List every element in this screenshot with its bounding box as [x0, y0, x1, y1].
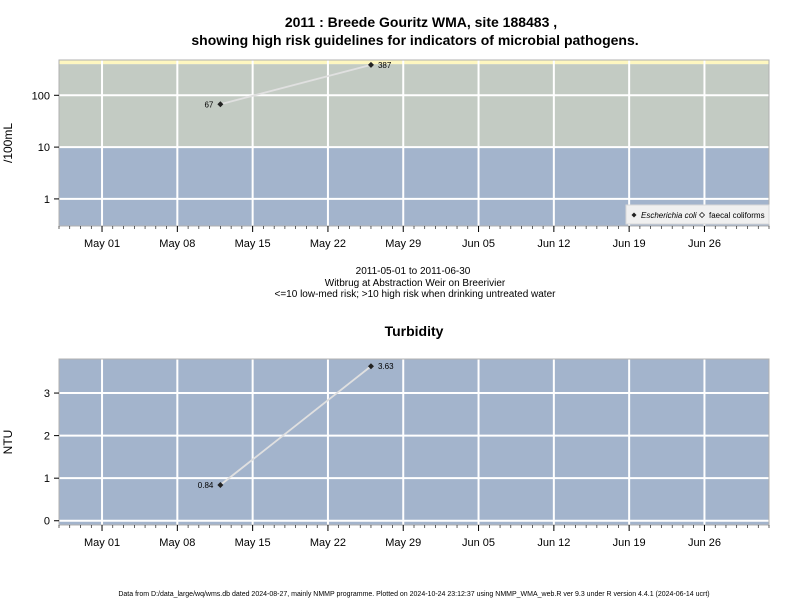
x-tick-label: May 29 — [385, 537, 421, 549]
data-label: 0.84 — [198, 481, 214, 490]
y-tick-label: 10 — [38, 142, 50, 154]
x-tick-label: Jun 26 — [688, 537, 721, 549]
microbial-chart-title-line1: 2011 : Breede Gouritz WMA, site 188483 , — [285, 14, 557, 30]
site-caption: Witbrug at Abstraction Weir on Breerivie… — [325, 278, 506, 289]
y-tick-label: 1 — [44, 473, 50, 485]
risk-caption: <=10 low-med risk; >10 high risk when dr… — [275, 289, 557, 300]
plot-background — [59, 359, 769, 525]
x-tick-label: May 29 — [385, 238, 421, 250]
x-tick-label: May 15 — [235, 238, 271, 250]
x-tick-label: Jun 05 — [462, 537, 495, 549]
turbidity-chart-title: Turbidity — [385, 323, 444, 339]
series-line — [219, 365, 372, 486]
y-tick-label: 3 — [44, 388, 50, 400]
x-tick-label: May 22 — [310, 238, 346, 250]
x-tick-label: May 08 — [159, 238, 195, 250]
risk-band — [59, 60, 769, 65]
x-tick-label: Jun 12 — [537, 238, 570, 250]
date-range-caption: 2011-05-01 to 2011-06-30 — [356, 266, 471, 277]
series-line — [220, 63, 372, 106]
x-tick-label: May 22 — [310, 537, 346, 549]
risk-band — [59, 64, 769, 148]
x-tick-label: May 08 — [159, 537, 195, 549]
turbidity-plot: May 01 May 08 May 15 May 22 May 29 Jun 05 Jun … — [1, 358, 770, 549]
data-label: 3.63 — [378, 362, 394, 371]
data-point — [217, 481, 224, 488]
data-point — [367, 61, 374, 68]
x-tick-label: May 01 — [84, 238, 120, 250]
x-tick-label: Jun 05 — [462, 238, 495, 250]
y-axis-label: /100mL — [1, 123, 15, 163]
x-tick-label: May 01 — [84, 537, 120, 549]
microbial-plot: May 01 May 08 May 15 May 22 May 29 Jun 05 Jun … — [1, 59, 770, 250]
y-tick-label: 0 — [44, 516, 50, 528]
x-tick-label: Jun 26 — [688, 238, 721, 250]
y-tick-label: 2 — [44, 431, 50, 443]
x-tick-label: Jun 19 — [613, 238, 646, 250]
legend-marker-open — [698, 211, 706, 219]
data-label: 387 — [378, 61, 392, 70]
x-tick-label: Jun 12 — [537, 537, 570, 549]
legend-marker-filled — [631, 212, 637, 218]
legend-label-faecal: faecal coliforms — [709, 211, 765, 220]
y-tick-label: 1 — [44, 194, 50, 206]
x-tick-label: May 15 — [235, 537, 271, 549]
legend-label-ecoli: Escherichia coli — [641, 211, 697, 220]
y-tick-label: 100 — [32, 90, 50, 102]
footer-note: Data from D:/data_large/wq/wms.db dated … — [118, 591, 709, 598]
data-point — [217, 101, 224, 108]
microbial-chart-title-line2: showing high risk guidelines for indicat… — [191, 32, 638, 48]
legend-box — [625, 204, 770, 225]
x-tick-label: Jun 19 — [613, 537, 646, 549]
data-point — [367, 363, 374, 370]
data-label: 67 — [204, 100, 213, 109]
y-axis-label: NTU — [1, 430, 15, 455]
